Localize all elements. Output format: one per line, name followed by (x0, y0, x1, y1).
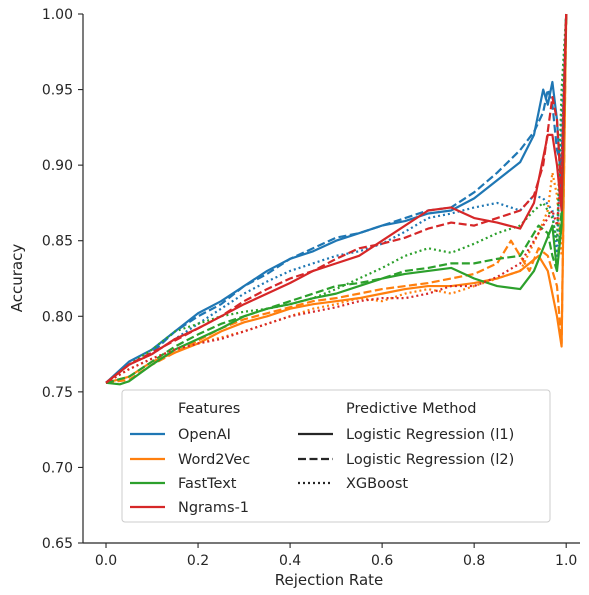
series-line-word2vec-dotted (105, 13, 568, 384)
ticks: 0.0 0.2 0.4 0.6 0.8 1.0 0.65 0.70 0.75 0.80 0.85 0.… (42, 7, 577, 569)
series-line-word2vec-dashed (105, 13, 568, 384)
x-tick-label: 0.6 (371, 553, 393, 569)
x-tick-label: 0.0 (95, 553, 117, 569)
x-tick-label: 0.8 (463, 553, 485, 569)
y-axis-label: Accuracy (8, 244, 26, 313)
series-line-word2vec-solid (105, 13, 568, 384)
y-tick-label: 1.00 (42, 7, 73, 23)
legend-method-title: Predictive Method (346, 401, 476, 417)
y-tick-label: 0.75 (42, 385, 73, 401)
series-line-ngrams-1-dashed (105, 13, 568, 384)
series-line-openai-dotted (105, 13, 568, 384)
y-tick-label: 0.95 (42, 83, 73, 99)
series-line-ngrams-1-solid (105, 13, 568, 384)
axes (82, 14, 580, 544)
y-tick-label: 0.80 (42, 309, 73, 325)
legend-frame (121, 389, 551, 523)
y-tick-label: 0.85 (42, 234, 73, 250)
y-tick-label: 0.70 (42, 460, 73, 476)
x-tick-label: 0.4 (279, 553, 301, 569)
series-layer (105, 13, 568, 386)
legend-features-title: Features (178, 401, 240, 417)
legend-label-openai: OpenAI (178, 427, 231, 443)
x-tick-label: 0.2 (187, 553, 209, 569)
x-axis-label: Rejection Rate (275, 571, 384, 589)
legend-label-l2: Logistic Regression (l2) (346, 452, 514, 468)
legend: Features Predictive Method OpenAI Word2V… (121, 389, 551, 523)
series-line-openai-dashed (105, 13, 568, 384)
legend-label-ngrams: Ngrams-1 (178, 500, 249, 516)
series-line-fasttext-dashed (105, 13, 568, 384)
series-line-fasttext-solid (105, 13, 568, 386)
y-tick-label: 0.65 (42, 536, 73, 552)
series-line-fasttext-dotted (105, 13, 568, 384)
series-line-ngrams-1-dotted (105, 13, 568, 384)
legend-label-l1: Logistic Regression (l1) (346, 427, 514, 443)
legend-label-word2vec: Word2Vec (178, 452, 250, 468)
series-line-openai-solid (105, 13, 568, 384)
legend-label-fasttext: FastText (178, 476, 237, 492)
legend-label-xgboost: XGBoost (346, 476, 408, 492)
x-tick-label: 1.0 (555, 553, 577, 569)
y-tick-label: 0.90 (42, 158, 73, 174)
